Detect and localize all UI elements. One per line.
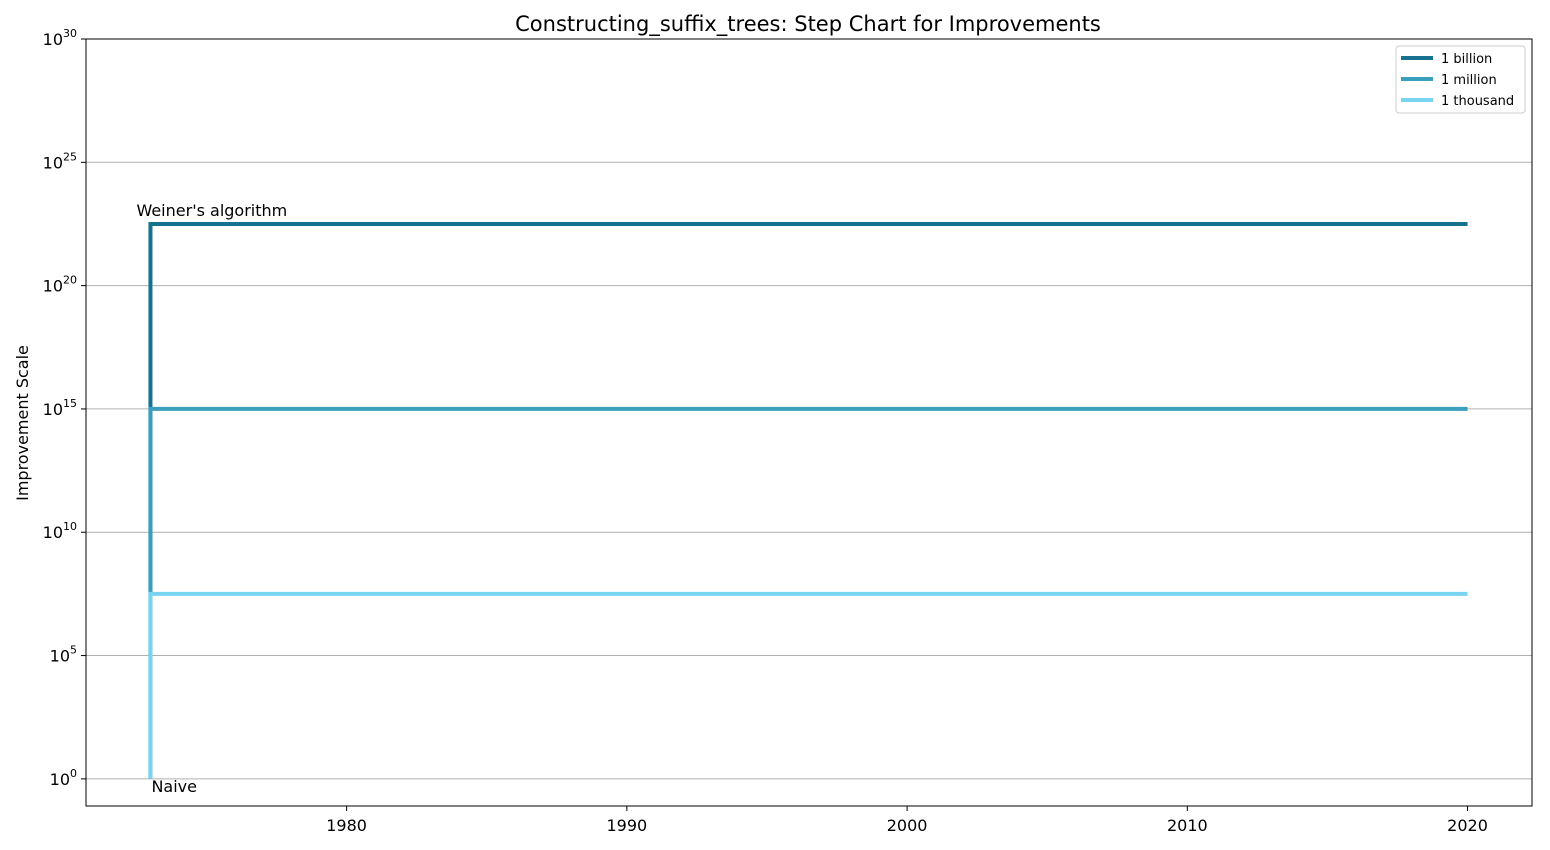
x-tick-label: 2020 — [1447, 816, 1488, 835]
y-tick-label: 1025 — [43, 150, 77, 172]
y-tick-label: 1030 — [43, 27, 77, 49]
plot-frame — [85, 38, 1533, 807]
x-tick-label: 1980 — [326, 816, 367, 835]
x-tick-label: 1990 — [606, 816, 647, 835]
y-ticks: 100 105 1010 1015 1020 1025 1030 — [43, 27, 86, 789]
y-tick-label: 100 — [50, 767, 77, 789]
series-line — [148, 221, 1468, 779]
annotation-label: Weiner's algorithm — [136, 201, 287, 220]
chart-title: Constructing_suffix_trees: Step Chart fo… — [515, 12, 1101, 37]
grid — [86, 161, 1532, 780]
y-axis-label: Improvement Scale — [13, 345, 32, 501]
x-tick-label: 2000 — [887, 816, 928, 835]
legend-box — [1395, 45, 1526, 114]
y-tick-label: 1010 — [43, 520, 77, 542]
series-group — [148, 221, 1468, 779]
y-tick-label: 1015 — [43, 397, 77, 419]
series-line — [148, 591, 1468, 779]
legend-label: 1 billion — [1441, 52, 1492, 67]
legend-label: 1 million — [1441, 73, 1497, 88]
y-tick-label: 1020 — [43, 274, 77, 296]
y-tick-label: 105 — [50, 644, 77, 666]
legend-label: 1 thousand — [1441, 94, 1514, 109]
x-tick-label: 2010 — [1167, 816, 1208, 835]
annotations: Weiner's algorithm Naive — [136, 201, 287, 796]
x-ticks: 1980 1990 2000 2010 2020 — [326, 806, 1488, 835]
annotation-label: Naive — [151, 777, 197, 796]
legend: 1 billion 1 million 1 thousand — [1395, 45, 1526, 114]
